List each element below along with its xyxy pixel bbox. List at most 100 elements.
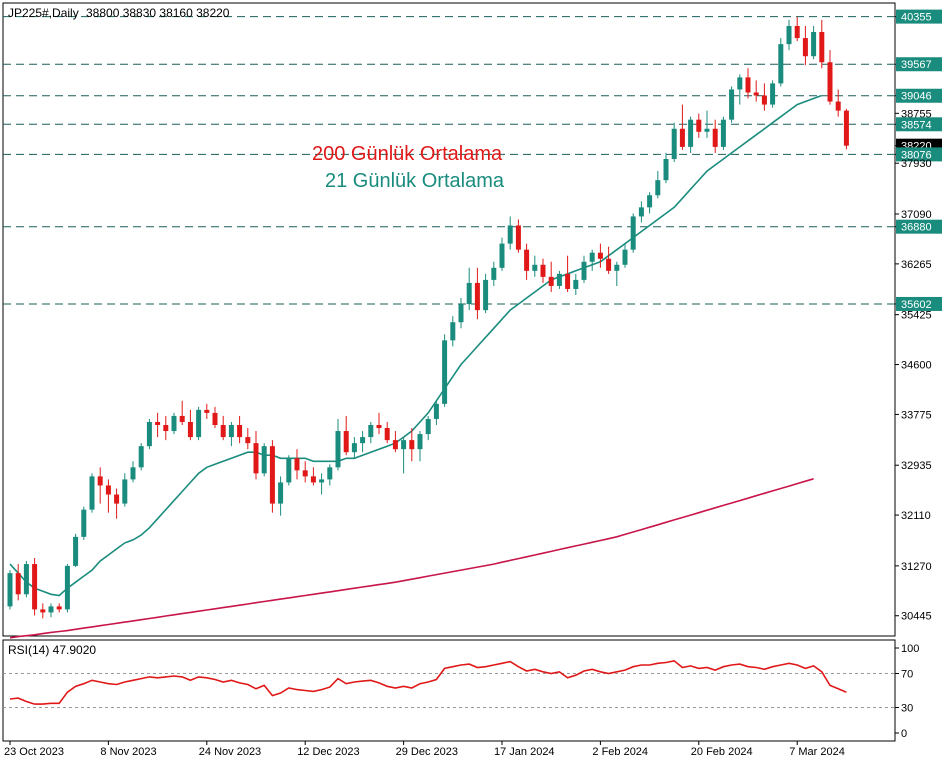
chart-header-symbol: JP225#,Daily	[8, 6, 79, 20]
candle-88	[729, 86, 735, 123]
candle-22	[187, 409, 193, 441]
candle-53	[442, 334, 448, 407]
candle-body	[56, 606, 62, 610]
candle-body	[524, 249, 530, 271]
candle-19	[163, 415, 169, 441]
candle-body	[663, 158, 669, 181]
price-tick-label: 37930	[901, 158, 932, 170]
level-price-label: 38076	[901, 149, 932, 161]
candle-body	[286, 458, 292, 483]
candle-body	[392, 440, 398, 450]
candle-3	[32, 558, 38, 616]
candle-10	[89, 473, 95, 513]
time-tick-label: 20 Feb 2024	[691, 746, 753, 758]
candle-body	[843, 110, 849, 146]
candle-82	[679, 104, 685, 150]
candle-body	[97, 476, 103, 486]
candle-body	[417, 434, 423, 450]
price-axis: 4035539567390463875538574382203807637930…	[895, 9, 942, 623]
candle-body	[753, 92, 759, 96]
candle-body	[647, 195, 653, 208]
candle-48	[401, 437, 407, 474]
candle-78	[647, 192, 653, 214]
candle-body	[720, 119, 726, 147]
candle-57	[474, 267, 480, 320]
candle-body	[269, 446, 275, 504]
candle-11	[97, 467, 103, 504]
time-tick-label: 24 Nov 2023	[199, 746, 261, 758]
level-price-label: 39046	[901, 91, 932, 103]
time-tick-label: 7 Mar 2024	[789, 746, 845, 758]
candle-56	[466, 267, 472, 311]
candle-body	[187, 421, 193, 438]
candle-body	[606, 258, 612, 271]
candle-85	[704, 110, 710, 138]
time-tick-label: 17 Jan 2024	[494, 746, 555, 758]
price-tick-label: 31270	[901, 561, 932, 573]
candle-body	[294, 458, 300, 471]
candle-72	[597, 243, 603, 268]
candles-layer	[7, 16, 849, 619]
candle-body	[696, 119, 702, 132]
candle-16	[138, 443, 144, 471]
candle-98	[811, 25, 817, 60]
candle-34	[286, 455, 292, 486]
candle-body	[729, 89, 735, 120]
candle-body	[384, 428, 390, 441]
candle-13	[114, 488, 120, 519]
candle-body	[15, 573, 21, 595]
candle-body	[351, 443, 357, 453]
candle-84	[696, 113, 702, 138]
candle-body	[105, 485, 111, 495]
rsi-plot-frame	[2, 639, 896, 742]
candle-99	[819, 19, 825, 69]
candle-body	[302, 470, 308, 477]
candle-70	[581, 255, 587, 283]
candle-body	[409, 440, 415, 450]
candle-27	[228, 421, 234, 447]
rsi-tick-label: 70	[901, 669, 913, 681]
candle-54	[450, 316, 456, 347]
candle-35	[294, 449, 300, 480]
level-price-label: 36880	[901, 222, 932, 234]
candle-body	[32, 564, 38, 610]
candle-body	[770, 83, 776, 105]
candle-101	[835, 89, 841, 117]
candle-body	[343, 431, 349, 453]
level-price-box	[896, 296, 942, 311]
candle-12	[105, 479, 111, 513]
time-tick-label: 8 Nov 2023	[100, 746, 156, 758]
candle-body	[433, 403, 439, 419]
candle-38	[319, 473, 325, 495]
candle-body	[163, 425, 169, 432]
candle-26	[220, 415, 226, 441]
candle-97	[802, 25, 808, 66]
candle-64	[532, 255, 538, 277]
candle-body	[802, 38, 808, 57]
level-price-label: 38574	[901, 119, 932, 131]
rsi-tick-label: 30	[901, 703, 913, 715]
candle-body	[737, 77, 743, 90]
candle-5	[48, 603, 54, 618]
price-tick-label: 36265	[901, 259, 932, 271]
candle-body	[442, 340, 448, 404]
ma200-annotation: 200 Günlük Ortalama	[312, 143, 503, 165]
candle-body	[278, 482, 284, 504]
candle-body	[819, 32, 825, 63]
price-tick-label: 33775	[901, 409, 932, 421]
price-tick-label: 30445	[901, 611, 932, 623]
candle-95	[786, 19, 792, 51]
candle-60	[499, 237, 505, 271]
candle-body	[507, 225, 513, 244]
candle-body	[450, 322, 456, 341]
candle-89	[737, 74, 743, 105]
ma21-annotation: 21 Günlük Ortalama	[325, 170, 505, 192]
time-tick-label: 23 Oct 2023	[4, 746, 64, 758]
level-price-box	[896, 219, 942, 234]
candle-73	[606, 246, 612, 274]
candle-body	[171, 415, 177, 432]
candle-1	[15, 564, 21, 601]
candle-body	[228, 425, 234, 438]
candle-18	[155, 412, 161, 438]
candle-body	[532, 264, 538, 271]
